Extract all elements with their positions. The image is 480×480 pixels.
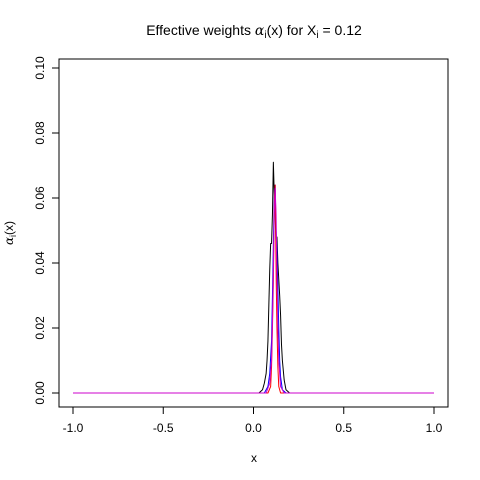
y-tick-label: 0.04 xyxy=(33,251,47,275)
series-line-3 xyxy=(73,187,434,394)
x-tick-label: 0.5 xyxy=(335,421,352,435)
y-axis: 0.00 0.02 0.04 0.06 0.08 0.10 xyxy=(33,56,60,405)
y-tick-label: 0.06 xyxy=(33,186,47,210)
series-line-0 xyxy=(73,161,434,394)
series-layer xyxy=(73,161,434,394)
x-tick-label: -1.0 xyxy=(63,421,84,435)
y-axis-label: αi(x) xyxy=(2,221,18,245)
x-tick-label: 0.0 xyxy=(245,421,262,435)
chart-title: Effective weights αi(x) for Xi = 0.12 xyxy=(146,22,362,41)
series-line-1 xyxy=(73,184,434,394)
x-tick-label: -0.5 xyxy=(153,421,174,435)
plot-frame xyxy=(58,58,449,408)
x-axis-label: x xyxy=(251,451,257,465)
y-tick-label: 0.02 xyxy=(33,316,47,340)
x-axis: -1.0 -0.5 0.0 0.5 1.0 xyxy=(63,406,443,435)
y-tick-label: 0.08 xyxy=(33,121,47,145)
x-tick-label: 1.0 xyxy=(426,421,443,435)
y-tick-label: 0.10 xyxy=(33,56,47,80)
y-tick-label: 0.00 xyxy=(33,381,47,405)
series-line-2 xyxy=(73,184,434,394)
